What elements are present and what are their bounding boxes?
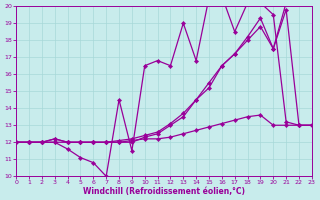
X-axis label: Windchill (Refroidissement éolien,°C): Windchill (Refroidissement éolien,°C) [83, 187, 245, 196]
